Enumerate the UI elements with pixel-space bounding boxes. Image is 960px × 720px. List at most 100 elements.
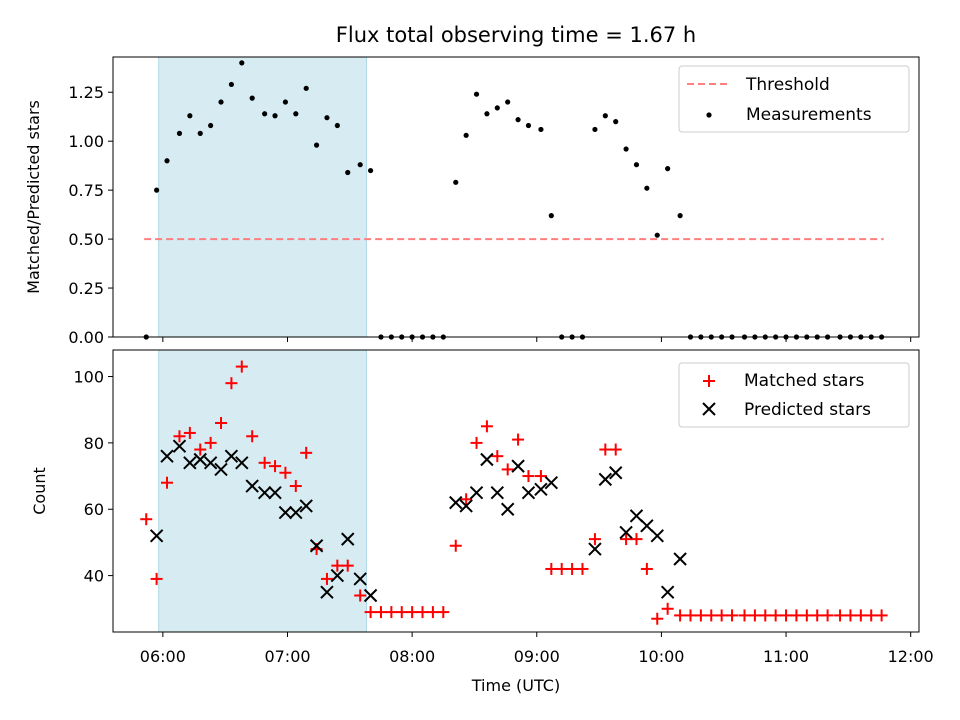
predicted-star-point bbox=[609, 466, 623, 480]
measurement-point bbox=[197, 130, 203, 136]
predicted-star-point bbox=[320, 585, 334, 599]
measurement-point bbox=[644, 185, 650, 191]
matched-star-point bbox=[449, 539, 462, 552]
top-y-tick-label: 0.25 bbox=[68, 279, 104, 298]
predicted-star-point bbox=[268, 485, 282, 500]
predicted-star-point bbox=[203, 456, 218, 470]
top-panel-frame bbox=[112, 56, 920, 338]
measurement-point bbox=[592, 126, 598, 133]
measurement-point bbox=[494, 105, 500, 111]
predicted-star-point bbox=[235, 456, 249, 470]
matched-star-point bbox=[341, 559, 354, 572]
matched-star-point bbox=[588, 533, 601, 546]
matched-star-point bbox=[269, 460, 282, 473]
matched-star-point bbox=[183, 426, 196, 439]
predicted-star-point bbox=[511, 459, 525, 473]
bottom-panel-frame bbox=[112, 349, 920, 633]
top-panel-legend: Threshold Measurements bbox=[678, 65, 910, 133]
matched-star-point bbox=[150, 572, 163, 585]
legend-matched-label: Matched stars bbox=[744, 371, 864, 391]
matched-star-point bbox=[406, 606, 419, 619]
matched-star-point bbox=[748, 609, 761, 622]
matched-star-point bbox=[821, 609, 834, 622]
bottom-y-tick-label: 60 bbox=[84, 500, 104, 519]
bottom-legend-box bbox=[678, 362, 910, 428]
measurement-point bbox=[367, 167, 374, 174]
predicted-star-point bbox=[224, 449, 239, 463]
predicted-star-point bbox=[480, 452, 494, 467]
measurement-point bbox=[176, 130, 183, 136]
predicted-star-point bbox=[459, 499, 473, 513]
matched-star-point bbox=[790, 609, 803, 622]
matched-star-point bbox=[470, 436, 483, 449]
matched-star-point bbox=[416, 606, 429, 619]
predicted-star-point bbox=[598, 472, 613, 487]
predicted-star-point bbox=[214, 462, 228, 477]
predicted-star-point bbox=[673, 552, 687, 566]
x-tick-label: 11:00 bbox=[763, 647, 809, 666]
measurement-point bbox=[334, 122, 340, 129]
top-y-tick-label: 0.75 bbox=[68, 181, 104, 200]
measurement-point bbox=[324, 115, 330, 121]
matched-star-point bbox=[800, 609, 813, 622]
measurement-point bbox=[228, 81, 235, 88]
x-tick-label: 09:00 bbox=[514, 647, 560, 666]
matched-star-point bbox=[865, 609, 878, 622]
matched-star-point bbox=[385, 606, 398, 619]
measurement-point bbox=[208, 122, 214, 129]
matched-star-point bbox=[609, 443, 622, 456]
matched-star-point bbox=[555, 562, 568, 575]
matched-star-point bbox=[246, 430, 259, 443]
bottom-y-tick-label: 40 bbox=[84, 567, 104, 586]
matched-star-point bbox=[780, 609, 793, 622]
matched-star-point bbox=[875, 609, 888, 622]
predicted-star-point bbox=[521, 485, 536, 500]
matched-star-point bbox=[491, 450, 504, 463]
predicted-star-point bbox=[353, 572, 367, 586]
matched-star-point bbox=[289, 480, 302, 493]
measurement-point bbox=[665, 166, 671, 172]
measurement-point bbox=[548, 213, 554, 219]
top-y-tick-label: 1.25 bbox=[68, 83, 104, 102]
matched-star-point bbox=[620, 533, 633, 546]
predicted-star-point bbox=[330, 568, 345, 583]
matched-star-point bbox=[661, 602, 674, 615]
matched-star-point bbox=[759, 609, 772, 622]
matched-star-point bbox=[705, 609, 718, 622]
measurement-point bbox=[313, 142, 320, 148]
measurement-point bbox=[505, 99, 511, 105]
matched-star-point bbox=[738, 609, 751, 622]
bottom-y-tick-label: 80 bbox=[84, 434, 104, 453]
measurement-point bbox=[602, 113, 608, 119]
legend-threshold-label: Threshold bbox=[745, 75, 830, 95]
matched-star-point bbox=[395, 606, 408, 619]
legend-measurements-marker bbox=[706, 112, 712, 118]
top-legend-box bbox=[678, 65, 910, 133]
predicted-star-point bbox=[490, 485, 505, 500]
measurement-point bbox=[357, 162, 363, 168]
predicted-star-point bbox=[500, 502, 515, 516]
measurement-point bbox=[164, 158, 170, 164]
figure-title: Flux total observing time = 1.67 h bbox=[336, 23, 696, 47]
x-tick-label: 07:00 bbox=[264, 647, 310, 666]
measurement-point bbox=[262, 111, 268, 117]
predicted-star-point bbox=[278, 505, 293, 520]
matched-star-point bbox=[684, 609, 697, 622]
measurement-point bbox=[239, 60, 245, 66]
measurement-point bbox=[515, 117, 521, 123]
top-panel: 0.00 0.25 0.50 0.75 1.00 1.25 Matched/Predict… bbox=[24, 56, 920, 347]
matched-star-point bbox=[331, 559, 344, 572]
predicted-star-point bbox=[619, 525, 633, 540]
measurement-point bbox=[154, 187, 160, 193]
predicted-star-point bbox=[534, 482, 548, 497]
matched-star-point bbox=[576, 562, 589, 575]
predicted-star-point bbox=[257, 485, 272, 500]
x-tick-label: 12:00 bbox=[888, 647, 934, 666]
matched-star-point bbox=[694, 609, 707, 622]
measurement-point bbox=[484, 111, 490, 117]
matched-star-point bbox=[300, 446, 313, 459]
matched-star-point bbox=[374, 606, 387, 619]
top-y-tick-label: 1.00 bbox=[68, 132, 104, 151]
measurement-point bbox=[303, 85, 309, 91]
matched-star-point bbox=[225, 377, 238, 390]
